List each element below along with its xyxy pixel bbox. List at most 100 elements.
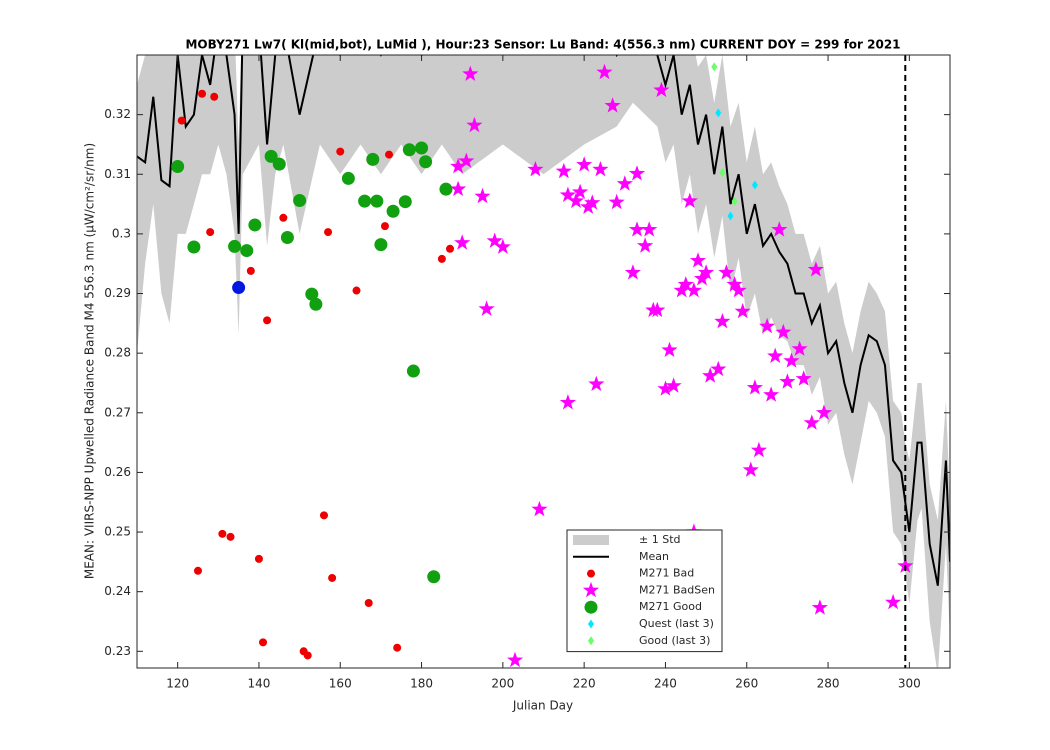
star-point xyxy=(458,152,475,168)
star-point xyxy=(572,183,589,199)
point xyxy=(198,89,207,98)
point xyxy=(439,182,453,196)
star-point xyxy=(763,386,780,402)
star-point xyxy=(665,377,682,393)
star-point xyxy=(641,221,658,237)
point xyxy=(193,566,202,575)
diamond-point xyxy=(711,62,718,72)
point xyxy=(259,638,268,647)
diamond-point xyxy=(731,196,738,206)
star-point xyxy=(608,193,625,210)
star-point xyxy=(767,347,784,363)
diamond-point xyxy=(588,636,594,646)
point xyxy=(406,364,420,378)
point xyxy=(370,194,384,208)
star-point xyxy=(710,360,727,377)
y-tick-label: 0.23 xyxy=(104,644,131,658)
star-point xyxy=(807,261,824,277)
star-point xyxy=(885,593,902,610)
star-point xyxy=(815,404,833,420)
x-axis-label: Julian Day xyxy=(512,699,573,713)
y-axis-label: MEAN: VIIRS-NPP Upwelled Radiance Band M… xyxy=(83,143,97,579)
legend-label: M271 Bad xyxy=(639,567,694,580)
point xyxy=(248,218,262,232)
y-tick-label: 0.31 xyxy=(104,167,131,181)
star-point xyxy=(689,252,707,268)
star-point xyxy=(462,65,479,81)
point xyxy=(437,254,446,263)
star-point xyxy=(507,651,524,668)
point xyxy=(446,244,455,253)
star-point xyxy=(730,282,747,298)
star-point xyxy=(592,161,609,177)
x-tick-label: 280 xyxy=(817,677,840,691)
point xyxy=(427,570,441,584)
star-point xyxy=(628,221,646,237)
star-point xyxy=(661,341,678,357)
point xyxy=(393,643,402,652)
point xyxy=(352,286,361,295)
star-point xyxy=(649,301,666,318)
star-point xyxy=(450,158,467,174)
x-tick-label: 120 xyxy=(166,677,189,691)
point xyxy=(584,600,598,614)
star-point xyxy=(791,340,808,356)
star-point xyxy=(454,234,471,250)
legend-label: ± 1 Std xyxy=(639,533,681,546)
star-point xyxy=(779,373,796,389)
star-point xyxy=(576,156,593,172)
axes: 120 140 160 180 200 220 240 260 280 300 0.23 0.24 0.… xyxy=(104,54,951,691)
y-tick-label: 0.26 xyxy=(104,465,131,479)
star-point xyxy=(604,97,621,113)
point xyxy=(336,147,345,156)
diamond-point xyxy=(588,619,594,629)
point xyxy=(171,160,185,174)
star-point xyxy=(681,192,698,208)
diamond-point xyxy=(727,211,734,221)
point xyxy=(328,573,337,582)
point xyxy=(218,529,227,538)
point xyxy=(303,651,312,660)
point xyxy=(206,228,215,237)
legend-swatch xyxy=(573,535,609,545)
star-point xyxy=(734,302,751,319)
y-tick-label: 0.29 xyxy=(104,286,131,300)
point xyxy=(309,297,323,311)
point xyxy=(263,316,272,325)
y-tick-label: 0.27 xyxy=(104,405,131,419)
point xyxy=(319,511,328,520)
mean-line xyxy=(137,55,950,586)
star-point xyxy=(698,264,715,280)
point xyxy=(272,157,286,171)
point xyxy=(187,240,201,254)
legend-label: M271 Good xyxy=(639,600,702,613)
point xyxy=(246,266,255,275)
star-point xyxy=(803,414,820,430)
star-point xyxy=(677,276,694,292)
star-point xyxy=(584,194,601,210)
star-point xyxy=(783,352,800,368)
x-tick-label: 180 xyxy=(410,677,433,691)
star-point xyxy=(527,161,544,177)
star-point xyxy=(759,317,776,334)
star-point xyxy=(685,282,702,298)
star-point xyxy=(588,375,605,391)
point xyxy=(293,193,307,207)
star-point xyxy=(795,370,812,386)
star-point xyxy=(531,500,548,517)
x-tick-label: 300 xyxy=(898,677,921,691)
legend-label: Quest (last 3) xyxy=(639,617,714,630)
point xyxy=(415,141,429,155)
star-point xyxy=(478,300,495,316)
point xyxy=(341,171,355,185)
star-point xyxy=(486,232,503,248)
star-point xyxy=(559,394,576,410)
diamond-point xyxy=(751,180,758,190)
star-point xyxy=(616,175,633,191)
point xyxy=(398,195,412,209)
star-point xyxy=(726,276,743,292)
legend-label: Mean xyxy=(639,550,669,563)
star-point xyxy=(567,192,585,208)
point xyxy=(280,230,294,244)
